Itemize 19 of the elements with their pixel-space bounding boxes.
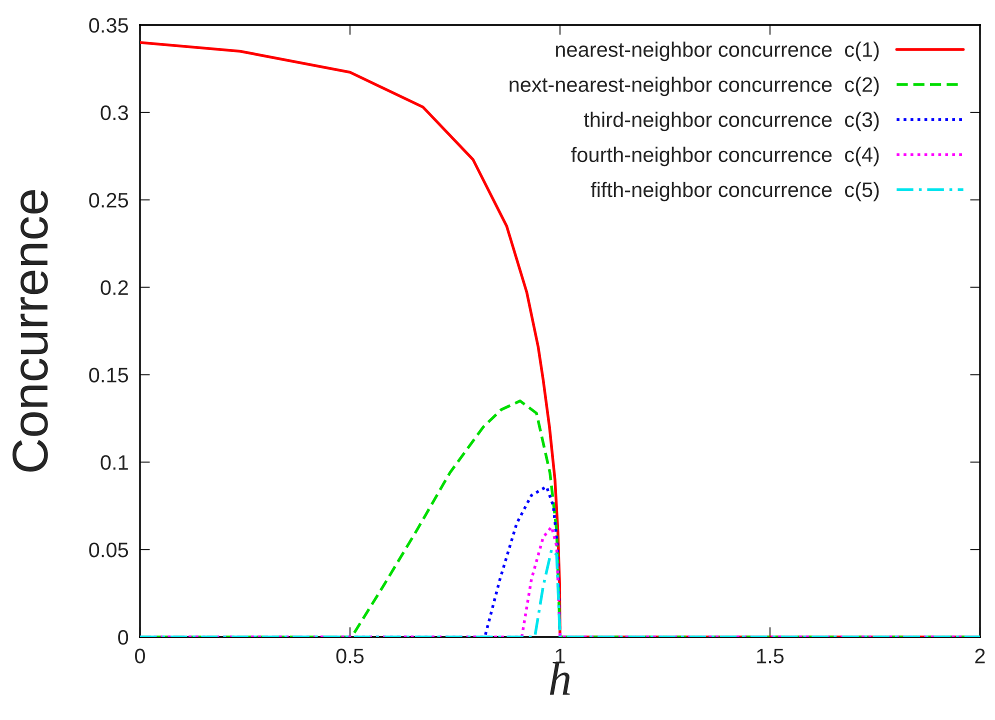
x-tick-label: 1.5 <box>757 648 784 664</box>
legend-label: fourth-neighbor concurrence c(4) <box>571 146 879 166</box>
x-axis-title: h <box>550 662 570 695</box>
x-tick-label: 2 <box>975 648 985 664</box>
y-tick-label: 0.1 <box>100 455 128 470</box>
legend-label: nearest-neighbor concurrence c(1) <box>556 42 879 62</box>
y-tick-label: 0.35 <box>89 18 128 33</box>
y-tick-label: 0.05 <box>89 542 128 558</box>
y-axis-title: Concurrence <box>12 190 48 472</box>
y-tick-label: 0.2 <box>100 280 128 296</box>
y-tick-label: 0.15 <box>89 368 128 382</box>
legend-label: fifth-neighbor concurrence c(5) <box>590 182 879 202</box>
legend-label: third-neighbor concurrence c(3) <box>584 112 879 132</box>
legend-label: next-nearest-neighbor concurrence c(2) <box>510 76 879 96</box>
x-tick-label: 0 <box>135 648 145 664</box>
x-tick-label: 0.5 <box>336 648 364 664</box>
y-tick-label: 0.3 <box>100 105 128 120</box>
y-tick-label: 0 <box>118 630 128 645</box>
y-tick-label: 0.25 <box>89 192 128 208</box>
